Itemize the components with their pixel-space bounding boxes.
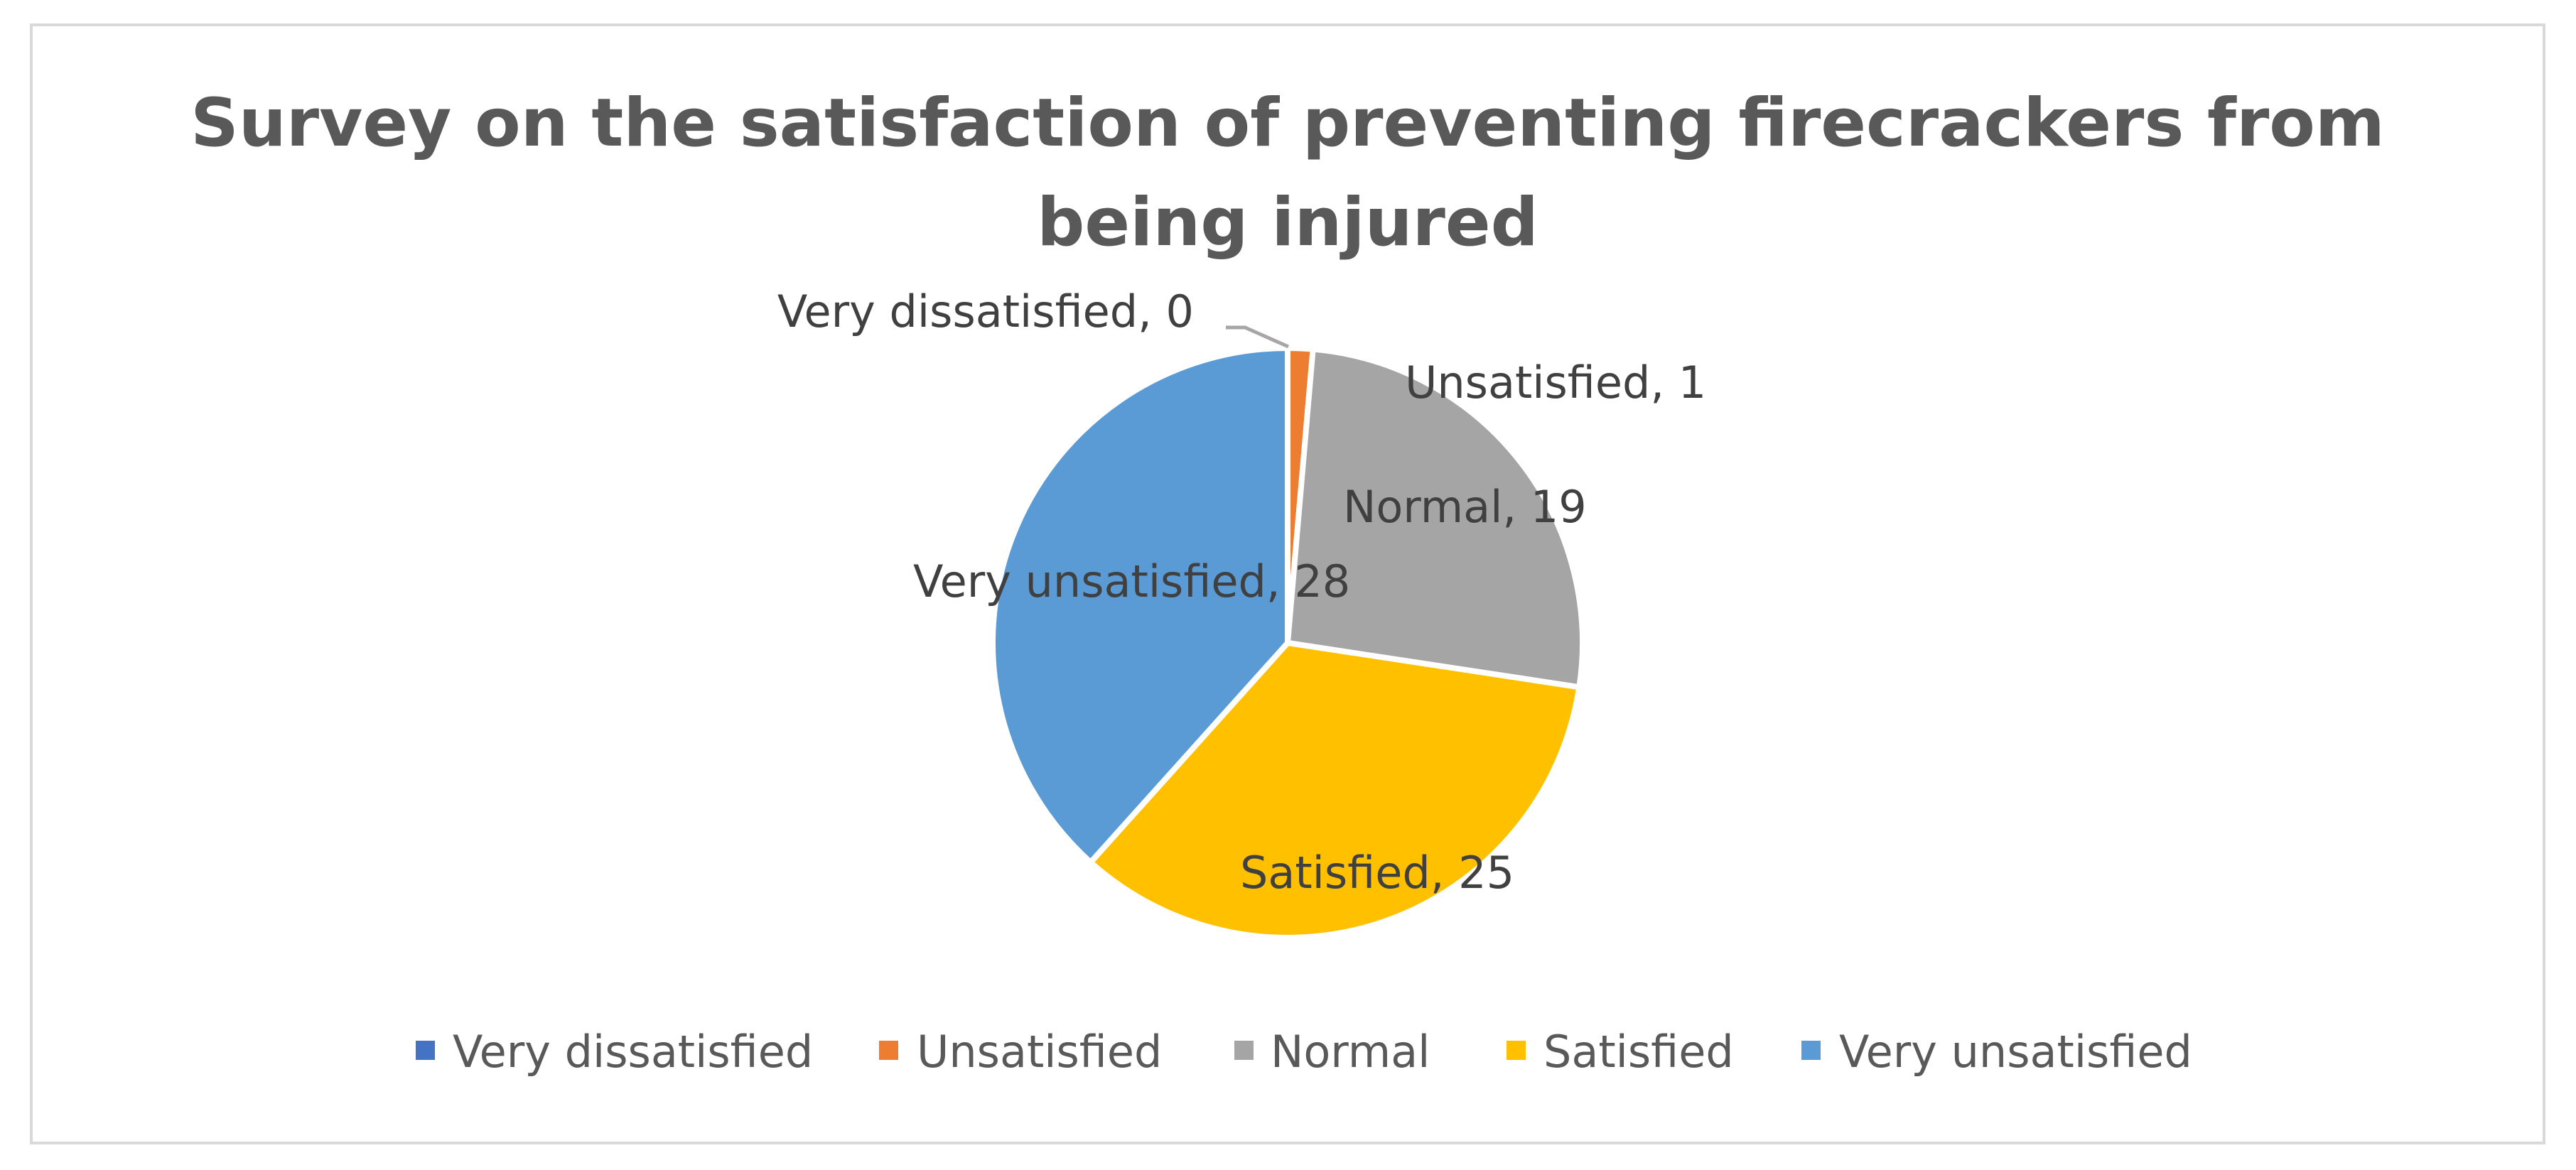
legend-label-very-dissatisfied: Very dissatisfied [453,1026,813,1078]
data-label-normal: Normal, 19 [1343,481,1587,533]
legend-item-very-dissatisfied[interactable]: Very dissatisfied [416,1026,813,1078]
legend-swatch-unsatisfied [879,1041,898,1060]
chart-title-line-2: being injured [1037,184,1538,261]
legend-item-very-unsatisfied[interactable]: Very unsatisfied [1801,1026,2192,1078]
legend: Very dissatisfied Unsatisfied Normal Sat… [416,1026,2192,1078]
legend-swatch-satisfied [1507,1041,1526,1060]
legend-label-normal: Normal [1271,1026,1430,1078]
legend-label-very-unsatisfied: Very unsatisfied [1839,1026,2192,1078]
legend-item-satisfied[interactable]: Satisfied [1507,1026,1734,1078]
legend-item-normal[interactable]: Normal [1234,1026,1430,1078]
chart-title-line-1: Survey on the satisfaction of preventing… [190,85,2385,162]
legend-item-unsatisfied[interactable]: Unsatisfied [879,1026,1162,1078]
legend-swatch-very-unsatisfied [1801,1041,1821,1060]
slice-very-unsatisfied[interactable] [990,345,1290,865]
legend-swatch-very-dissatisfied [416,1041,435,1060]
leader-line-very-dissatisfied [1226,325,1290,349]
legend-swatch-normal [1234,1041,1254,1060]
data-label-very-unsatisfied: Very unsatisfied, 28 [913,556,1350,607]
data-label-satisfied: Satisfied, 25 [1240,847,1514,899]
legend-label-satisfied: Satisfied [1543,1026,1734,1078]
data-label-very-dissatisfied: Very dissatisfied, 0 [777,286,1194,337]
slice-normal[interactable] [1285,346,1585,690]
data-label-unsatisfied: Unsatisfied, 1 [1405,357,1706,408]
pie-slices [990,345,1585,941]
legend-label-unsatisfied: Unsatisfied [917,1026,1162,1078]
slice-satisfied[interactable] [1087,640,1583,941]
